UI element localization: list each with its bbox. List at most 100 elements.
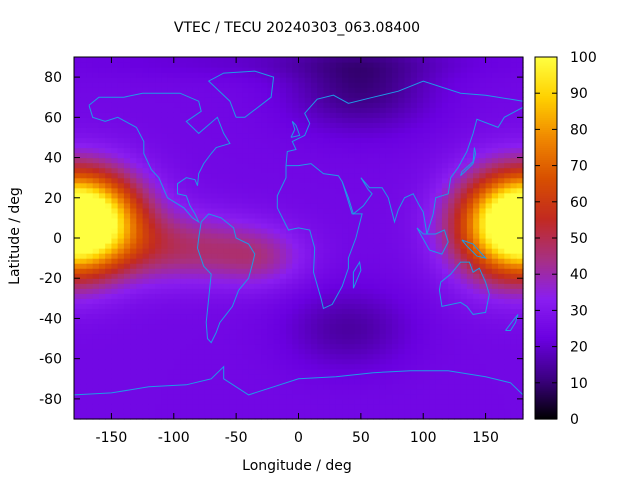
heatmap-cell xyxy=(441,258,449,264)
heatmap-cell xyxy=(354,112,362,118)
heatmap-cell xyxy=(211,373,219,380)
heatmap-cell xyxy=(416,152,424,159)
heatmap-cell xyxy=(236,147,243,154)
heatmap-cell xyxy=(385,72,393,78)
heatmap-cell xyxy=(441,288,449,294)
heatmap-cell xyxy=(410,263,418,269)
heatmap-cell xyxy=(429,177,437,184)
heatmap-cell xyxy=(80,343,88,350)
heatmap-cell xyxy=(423,278,431,284)
heatmap-cell xyxy=(111,92,119,98)
heatmap-cell xyxy=(354,243,362,249)
heatmap-cell xyxy=(229,333,237,340)
heatmap-cell xyxy=(317,373,325,380)
heatmap-cell xyxy=(74,303,81,309)
heatmap-cell xyxy=(398,122,406,128)
heatmap-cell xyxy=(304,142,312,149)
heatmap-cell xyxy=(267,318,275,325)
heatmap-cell xyxy=(454,358,462,365)
heatmap-cell xyxy=(441,248,449,254)
heatmap-cell xyxy=(435,77,443,83)
heatmap-cell xyxy=(74,243,81,249)
heatmap-cell xyxy=(98,227,106,234)
heatmap-cell xyxy=(192,197,200,204)
heatmap-cell xyxy=(261,62,268,68)
heatmap-cell xyxy=(173,117,181,123)
heatmap-cell xyxy=(105,222,113,229)
heatmap-cell xyxy=(416,92,424,98)
heatmap-cell xyxy=(385,408,393,415)
heatmap-cell xyxy=(373,318,381,325)
heatmap-cell xyxy=(74,398,81,405)
heatmap-cell xyxy=(98,77,106,83)
heatmap-cell xyxy=(448,222,456,229)
heatmap-cell xyxy=(286,268,293,274)
heatmap-cell xyxy=(360,182,368,189)
heatmap-cell xyxy=(117,318,125,325)
heatmap-cell xyxy=(398,187,406,194)
heatmap-cell xyxy=(92,253,100,259)
heatmap-cell xyxy=(379,172,387,179)
heatmap-cell xyxy=(441,238,449,244)
heatmap-cell xyxy=(242,87,250,93)
heatmap-cell xyxy=(404,243,412,249)
heatmap-cell xyxy=(279,217,287,224)
heatmap-cell xyxy=(86,278,94,284)
heatmap-cell xyxy=(180,117,187,123)
heatmap-cell xyxy=(80,112,88,118)
heatmap-cell xyxy=(105,238,113,244)
heatmap-cell xyxy=(317,152,325,159)
heatmap-cell xyxy=(329,243,337,249)
heatmap-cell xyxy=(354,77,362,83)
heatmap-cell xyxy=(223,408,231,415)
heatmap-cell xyxy=(385,97,393,103)
heatmap-cell xyxy=(385,403,393,410)
heatmap-cell xyxy=(292,333,300,340)
heatmap-cell xyxy=(242,92,250,98)
heatmap-cell xyxy=(136,238,144,244)
heatmap-cell xyxy=(373,137,381,144)
heatmap-cell xyxy=(254,318,262,325)
heatmap-cell xyxy=(310,378,318,385)
heatmap-cell xyxy=(186,238,194,244)
heatmap-cell xyxy=(286,278,293,284)
heatmap-cell xyxy=(223,368,231,375)
heatmap-cell xyxy=(317,127,325,134)
heatmap-cell xyxy=(92,373,100,380)
heatmap-cell xyxy=(429,298,437,304)
heatmap-cell xyxy=(404,202,412,209)
heatmap-cell xyxy=(398,167,406,174)
heatmap-cell xyxy=(335,217,343,224)
heatmap-cell xyxy=(360,222,368,229)
heatmap-cell xyxy=(142,127,150,134)
heatmap-cell xyxy=(86,363,94,370)
heatmap-cell xyxy=(329,378,337,385)
heatmap-cell xyxy=(236,378,243,385)
heatmap-cell xyxy=(292,127,300,134)
heatmap-cell xyxy=(254,358,262,365)
heatmap-cell xyxy=(491,403,499,410)
heatmap-cell xyxy=(392,268,399,274)
heatmap-cell xyxy=(80,57,88,63)
heatmap-cell xyxy=(223,127,231,134)
heatmap-cell xyxy=(279,82,287,88)
heatmap-cell xyxy=(142,248,150,254)
heatmap-cell xyxy=(173,268,181,274)
heatmap-cell xyxy=(74,162,81,169)
heatmap-cell xyxy=(148,77,156,83)
heatmap-cell xyxy=(485,273,493,279)
heatmap-cell xyxy=(473,263,480,269)
heatmap-cell xyxy=(186,388,194,395)
heatmap-cell xyxy=(142,172,150,179)
heatmap-cell xyxy=(460,207,468,214)
heatmap-cell xyxy=(404,97,412,103)
heatmap-cell xyxy=(473,328,480,335)
heatmap-cell xyxy=(354,288,362,294)
heatmap-cell xyxy=(410,343,418,350)
heatmap-cell xyxy=(273,107,281,113)
heatmap-cell xyxy=(130,403,137,410)
heatmap-cell xyxy=(148,197,156,204)
heatmap-cell xyxy=(254,288,262,294)
heatmap-cell xyxy=(410,152,418,159)
heatmap-cell xyxy=(161,323,169,330)
